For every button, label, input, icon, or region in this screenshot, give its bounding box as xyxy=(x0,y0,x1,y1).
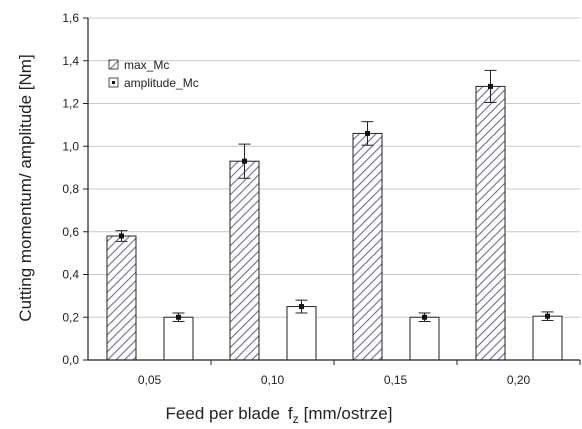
mean-marker xyxy=(488,83,493,89)
bar-max-mc xyxy=(229,160,260,361)
bar-amplitude-mc xyxy=(163,316,194,361)
y-tick-label: 0,8 xyxy=(62,182,79,196)
x-tick-labels: 0,05 0,10 0,15 0,20 xyxy=(138,373,531,387)
legend: max_Mc amplitude_Mc xyxy=(108,58,199,90)
x-tick-label: 0,15 xyxy=(384,373,408,387)
x-tick-label: 0,05 xyxy=(138,373,162,387)
x-axis-title-main: Feed per blade xyxy=(166,404,280,423)
bar-max-mc xyxy=(352,132,383,361)
y-tick-label: 1,6 xyxy=(62,11,79,25)
y-tick-label: 0,2 xyxy=(62,310,79,324)
y-axis-title: Cutting momentum/ amplitude [Nm] xyxy=(16,54,35,321)
y-tick-label: 0,0 xyxy=(62,353,79,367)
legend-label-amplitude-mc: amplitude_Mc xyxy=(124,76,199,90)
y-tick-label: 1,4 xyxy=(62,54,79,68)
x-axis-title-symbol: f xyxy=(288,404,293,423)
mean-marker xyxy=(299,304,304,310)
mean-marker xyxy=(365,130,370,136)
bar-amplitude-mc xyxy=(286,306,317,361)
y-tick-labels: 0,0 0,2 0,4 0,6 0,8 1,0 1,2 1,4 1,6 xyxy=(62,11,79,367)
y-tick-label: 1,2 xyxy=(62,97,79,111)
x-axis-title-unit: [mm/ostrze] xyxy=(304,404,393,423)
mean-marker xyxy=(119,233,124,239)
x-tick-label: 0,20 xyxy=(507,373,531,387)
gridlines xyxy=(88,17,580,318)
x-axis-title: Feed per blade fz [mm/ostrze] xyxy=(166,404,393,426)
legend-swatch-max-mc xyxy=(108,59,119,70)
y-tick-label: 0,4 xyxy=(62,268,79,282)
bar-amplitude-mc xyxy=(409,316,440,361)
mean-marker xyxy=(242,158,247,164)
legend-marker-amplitude-mc xyxy=(112,81,115,84)
y-tick-label: 1,0 xyxy=(62,139,79,153)
bar-max-mc xyxy=(106,235,137,361)
axes xyxy=(83,17,581,365)
bars xyxy=(106,69,563,361)
legend-label-max-mc: max_Mc xyxy=(124,58,169,72)
mean-marker xyxy=(422,314,427,320)
mean-marker xyxy=(545,313,550,319)
x-axis-title-subscript: z xyxy=(293,412,299,426)
bar-max-mc xyxy=(475,85,506,361)
y-tick-label: 0,6 xyxy=(62,225,79,239)
bar-amplitude-mc xyxy=(532,315,563,361)
mean-marker xyxy=(176,314,181,320)
x-tick-label: 0,10 xyxy=(261,373,285,387)
